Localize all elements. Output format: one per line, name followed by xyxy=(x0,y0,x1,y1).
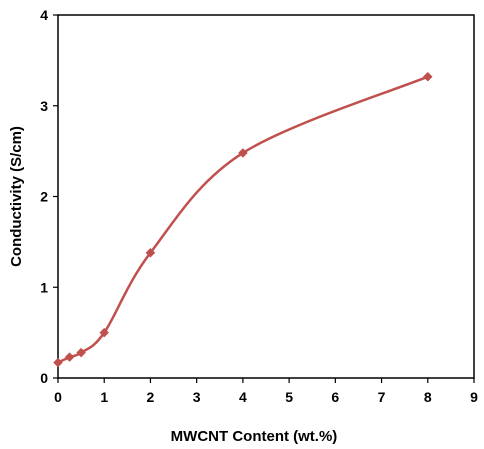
y-tick-label: 3 xyxy=(40,98,48,114)
x-tick-label: 4 xyxy=(239,389,247,405)
data-point-marker xyxy=(145,247,156,258)
x-tick-label: 7 xyxy=(378,389,386,405)
series-layer xyxy=(53,71,433,368)
y-tick-label: 4 xyxy=(40,7,48,23)
y-tick-label: 0 xyxy=(40,370,48,386)
x-axis-title: MWCNT Content (wt.%) xyxy=(171,428,338,445)
x-tick-label: 5 xyxy=(285,389,293,405)
x-tick-label: 9 xyxy=(470,389,478,405)
y-axis: 0 1 2 3 4 xyxy=(40,7,58,386)
x-tick-label: 8 xyxy=(424,389,432,405)
x-tick-label: 3 xyxy=(193,389,201,405)
x-tick-label: 2 xyxy=(147,389,155,405)
x-tick-label: 1 xyxy=(100,389,108,405)
y-tick-label: 1 xyxy=(40,279,48,295)
data-point-marker xyxy=(76,347,86,358)
data-point-marker xyxy=(99,327,110,338)
x-tick-label: 0 xyxy=(54,389,62,405)
y-tick-label: 2 xyxy=(40,189,48,205)
plot-area-frame xyxy=(57,14,475,379)
x-axis: 0 1 2 3 4 5 6 7 8 9 xyxy=(54,378,478,405)
data-point-marker xyxy=(64,352,75,362)
series-line xyxy=(57,75,429,364)
data-point-marker xyxy=(53,357,63,368)
y-axis-title: Conductivity (S/cm) xyxy=(8,126,25,267)
data-point-marker xyxy=(238,148,248,158)
data-point-marker xyxy=(422,71,433,82)
x-tick-label: 6 xyxy=(331,389,339,405)
